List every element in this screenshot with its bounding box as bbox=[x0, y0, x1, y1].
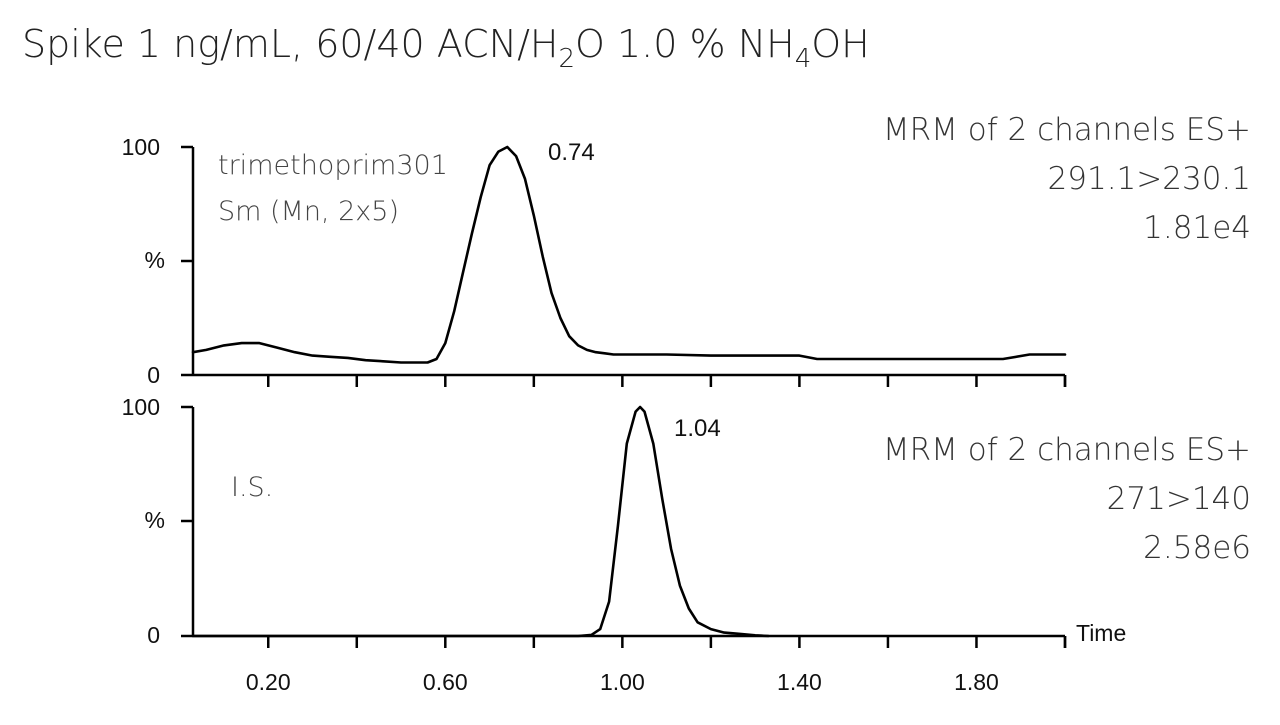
x-ticks-top bbox=[266, 375, 1067, 387]
x-axis-label: Time bbox=[1076, 620, 1126, 646]
internal-standard-label: I.S. bbox=[231, 472, 273, 503]
y-tick-label-100-top: 100 bbox=[122, 134, 160, 160]
y-tick-label-percent-bottom: % bbox=[145, 507, 165, 533]
chart-panel-bottom: 100 % 0 0.20 0.60 1.00 1.40 1.80 1.04 I.S. M… bbox=[122, 394, 1251, 695]
x-ticks-bottom: 0.20 0.60 1.00 1.40 1.80 bbox=[246, 636, 1067, 695]
title-prefix: Spike 1 ng/mL, 60/40 ACN/H bbox=[22, 22, 558, 66]
peak-label-bottom: 1.04 bbox=[674, 415, 721, 442]
title-mid: O 1.0 % NH bbox=[575, 22, 795, 66]
transition-bottom: 271>140 bbox=[1107, 481, 1251, 517]
title-subscript-1: 2 bbox=[558, 44, 575, 74]
x-tick-label: 1.40 bbox=[777, 669, 822, 695]
peak-label-top: 0.74 bbox=[548, 139, 595, 166]
intensity-bottom: 2.58e6 bbox=[1143, 530, 1251, 566]
figure-title: Spike 1 ng/mL, 60/40 ACN/H2O 1.0 % NH4OH bbox=[22, 22, 870, 74]
intensity-top: 1.81e4 bbox=[1143, 210, 1251, 246]
x-tick-label: 0.20 bbox=[246, 669, 291, 695]
mrm-info-top: MRM of 2 channels ES+ bbox=[883, 112, 1251, 148]
trace-trimethoprim bbox=[191, 145, 1067, 364]
transition-top: 291.1>230.1 bbox=[1048, 161, 1251, 197]
mrm-info-bottom: MRM of 2 channels ES+ bbox=[883, 432, 1251, 468]
smoothing-label: Sm (Mn, 2x5) bbox=[218, 196, 399, 227]
chart-panel-top: 100 % 0 0.74 trimethoprim301 Sm (Mn, 2x5… bbox=[122, 112, 1251, 388]
trace-internal-standard bbox=[191, 405, 770, 638]
x-tick-label: 1.00 bbox=[600, 669, 645, 695]
compound-label: trimethoprim301 bbox=[218, 150, 448, 181]
x-tick-label: 1.80 bbox=[954, 669, 999, 695]
y-tick-label-0-bottom: 0 bbox=[147, 622, 160, 648]
y-tick-label-0-top: 0 bbox=[147, 362, 160, 388]
title-suffix: OH bbox=[811, 22, 869, 66]
x-tick-label: 0.60 bbox=[423, 669, 468, 695]
y-tick-label-percent-top: % bbox=[145, 247, 165, 273]
y-tick-label-100-bottom: 100 bbox=[122, 394, 160, 420]
title-subscript-2: 4 bbox=[795, 44, 812, 74]
